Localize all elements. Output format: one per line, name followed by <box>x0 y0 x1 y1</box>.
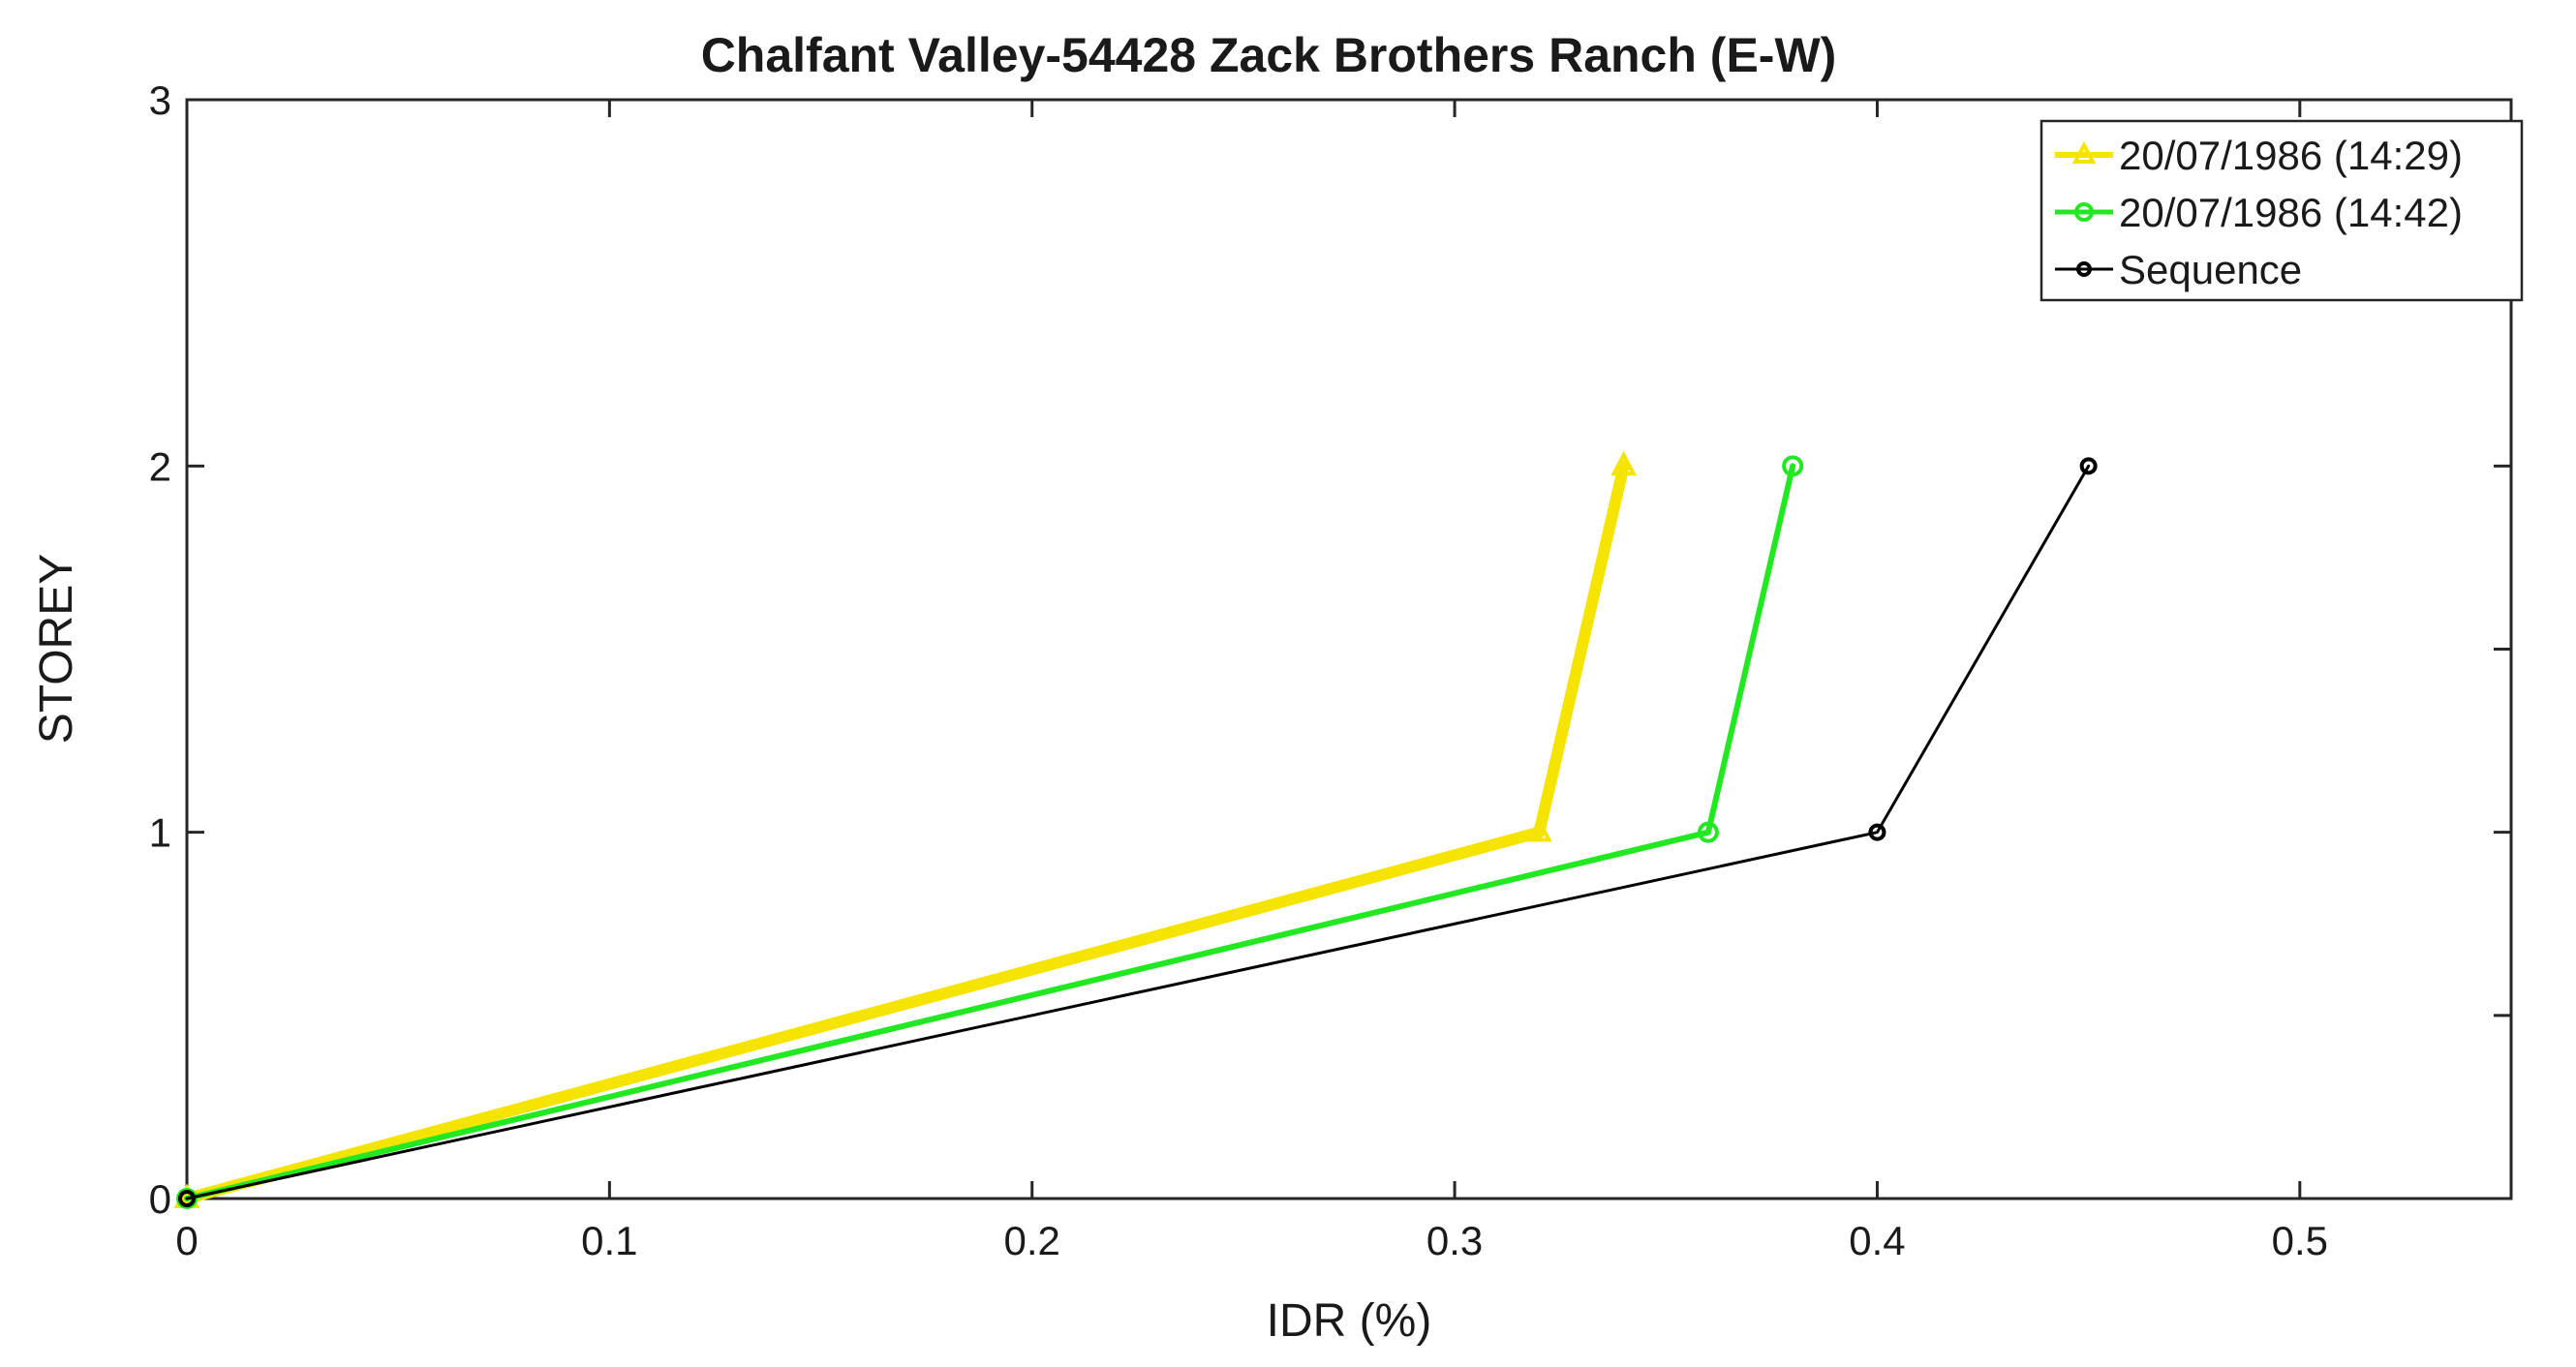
x-tick-label: 0.4 <box>1849 1218 1905 1263</box>
series-line <box>181 460 1630 1204</box>
data-point <box>1782 455 1804 477</box>
y-axis-label: STOREY <box>31 554 82 744</box>
legend-label: 20/07/1986 (14:42) <box>2119 190 2463 235</box>
legend-label: Sequence <box>2119 247 2302 292</box>
legend-marker <box>2076 261 2092 277</box>
series-line <box>185 464 2091 1200</box>
chart-title: Chalfant Valley-54428 Zack Brothers Ranc… <box>701 28 1837 82</box>
legend: 20/07/1986 (14:29) 20/07/1986 (14:42) Sequ… <box>2039 119 2524 302</box>
legend-item: 20/07/1986 (14:42) <box>2055 190 2463 235</box>
y-tick-label: 1 <box>149 810 171 856</box>
legend-label: 20/07/1986 (14:29) <box>2119 133 2463 178</box>
series-layer <box>173 450 2098 1209</box>
data-point <box>1697 821 1719 843</box>
x-axis-label: IDR (%) <box>1267 1295 1432 1347</box>
series-line <box>184 463 1796 1201</box>
data-point <box>178 1190 196 1207</box>
x-tick-label: 0.1 <box>581 1218 637 1263</box>
legend-box <box>2039 119 2524 302</box>
y-tick-label: 0 <box>149 1176 171 1222</box>
data-point <box>1868 823 1886 841</box>
x-tick-label: 0 <box>175 1218 198 1263</box>
legend-item: Sequence <box>2055 247 2302 292</box>
x-tick-label: 0.5 <box>2272 1218 2328 1263</box>
data-point <box>1610 450 1638 476</box>
y-tick-label: 2 <box>149 443 171 489</box>
data-point <box>2079 457 2098 475</box>
legend-marker <box>2074 202 2094 222</box>
tick-labels: 0 0.1 0.2 0.3 0.4 0.5 0 1 2 3 <box>149 77 2328 1263</box>
legend-item: 20/07/1986 (14:29) <box>2055 133 2463 178</box>
x-tick-label: 0.3 <box>1426 1218 1483 1263</box>
series-3 <box>178 457 2098 1207</box>
y-tick-label: 3 <box>149 77 171 123</box>
legend-marker <box>2071 140 2097 164</box>
data-point <box>1525 817 1552 842</box>
x-tick-label: 0.2 <box>1004 1218 1060 1263</box>
